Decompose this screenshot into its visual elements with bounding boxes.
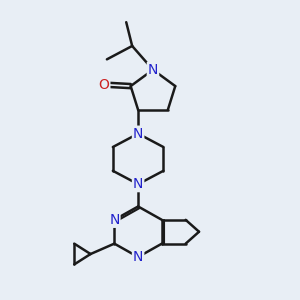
Text: O: O	[98, 78, 110, 92]
Text: N: N	[133, 127, 143, 141]
Text: N: N	[133, 177, 143, 191]
Text: N: N	[148, 63, 158, 77]
Text: N: N	[133, 250, 143, 264]
Text: N: N	[109, 213, 119, 227]
